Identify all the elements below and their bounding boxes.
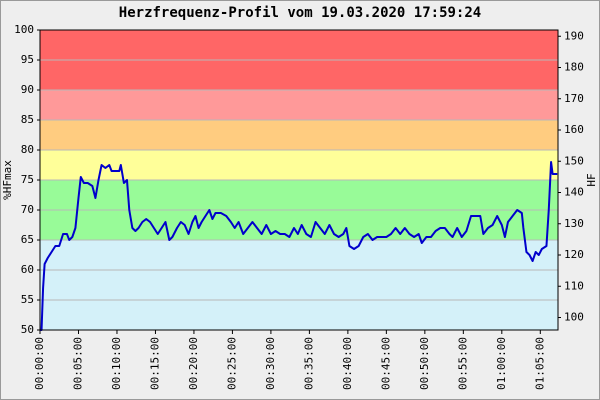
y-tick-label: 55 bbox=[21, 293, 34, 306]
y2-tick-label: 100 bbox=[564, 311, 584, 324]
y2-tick-label: 130 bbox=[564, 217, 584, 230]
y2-tick-label: 160 bbox=[564, 123, 584, 136]
y2-tick-label: 180 bbox=[564, 61, 584, 74]
y2-tick-label: 190 bbox=[564, 29, 584, 42]
x-tick-label: 00:05:00 bbox=[71, 337, 84, 390]
y2-tick-label: 170 bbox=[564, 92, 584, 105]
y2-axis-label: HF bbox=[585, 173, 598, 186]
y-axis-label: %HFmax bbox=[1, 160, 14, 200]
y-tick-label: 75 bbox=[21, 173, 34, 186]
y2-tick-label: 150 bbox=[564, 154, 584, 167]
y-tick-label: 60 bbox=[21, 263, 34, 276]
y-tick-label: 100 bbox=[14, 23, 34, 36]
zone bbox=[40, 150, 558, 180]
chart-title: Herzfrequenz-Profil vom 19.03.2020 17:59… bbox=[119, 5, 481, 21]
y2-tick-label: 110 bbox=[564, 279, 584, 292]
x-tick-label: 00:40:00 bbox=[341, 337, 354, 390]
y-tick-label: 70 bbox=[21, 203, 34, 216]
y-tick-label: 85 bbox=[21, 113, 34, 126]
zone bbox=[40, 120, 558, 150]
plot-border bbox=[39, 29, 559, 331]
y-tick-label: 50 bbox=[21, 323, 34, 336]
x-tick-label: 00:30:00 bbox=[264, 337, 277, 390]
x-tick-label: 00:15:00 bbox=[148, 337, 161, 390]
y2-tick-label: 120 bbox=[564, 248, 584, 261]
y2-tick-label: 140 bbox=[564, 186, 584, 199]
x-tick-label: 00:20:00 bbox=[187, 337, 200, 390]
x-tick-label: 00:45:00 bbox=[379, 337, 392, 390]
zone bbox=[40, 90, 558, 120]
y-tick-label: 95 bbox=[21, 53, 34, 66]
y-tick-label: 90 bbox=[21, 83, 34, 96]
x-tick-label: 01:00:00 bbox=[495, 337, 508, 390]
x-tick-label: 01:05:00 bbox=[533, 337, 546, 390]
zone bbox=[40, 240, 558, 330]
x-tick-label: 00:35:00 bbox=[302, 337, 315, 390]
x-tick-label: 00:00:00 bbox=[33, 337, 46, 390]
heart-rate-line bbox=[40, 161, 558, 331]
y-tick-label: 65 bbox=[21, 233, 34, 246]
x-tick-label: 00:25:00 bbox=[225, 337, 238, 390]
x-tick-label: 00:50:00 bbox=[418, 337, 431, 390]
x-tick-label: 00:10:00 bbox=[110, 337, 123, 390]
y-tick-label: 80 bbox=[21, 143, 34, 156]
x-tick-label: 00:55:00 bbox=[456, 337, 469, 390]
